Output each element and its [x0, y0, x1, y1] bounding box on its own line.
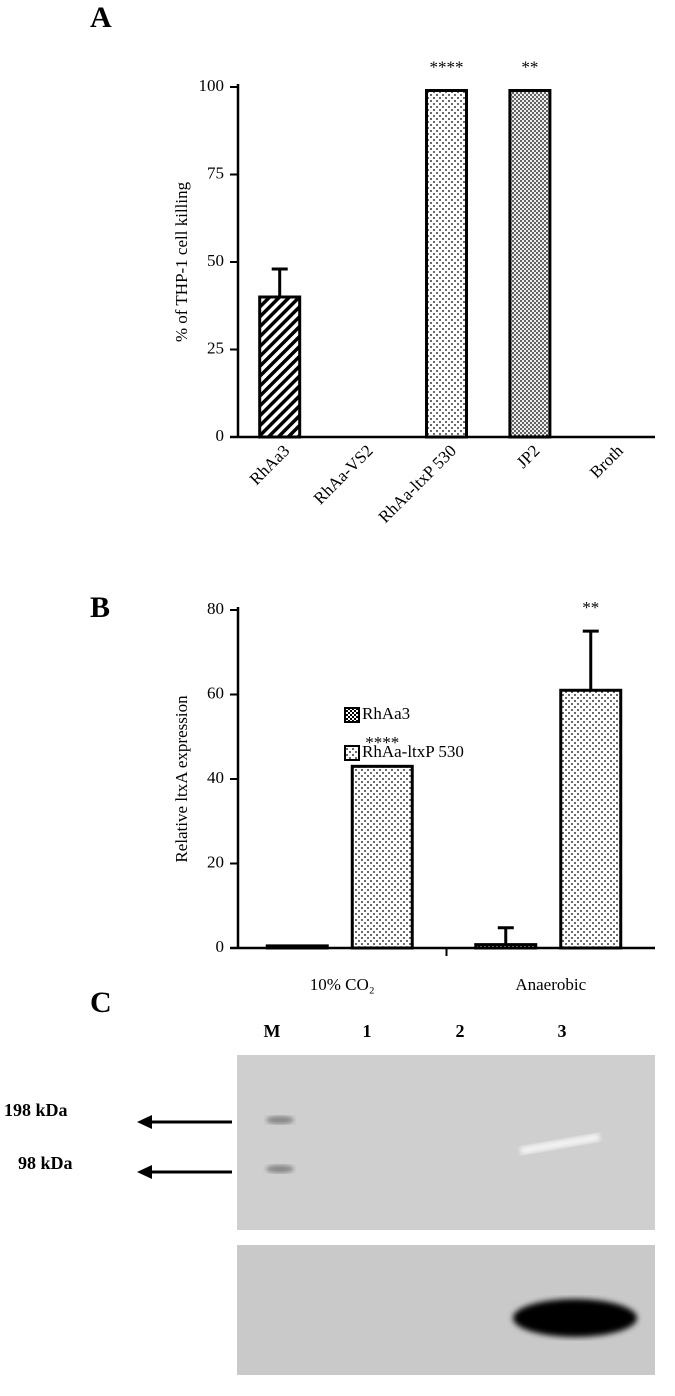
lane-label: 1 [363, 1021, 372, 1041]
marker-band [266, 1165, 294, 1173]
y-tick-label: 75 [207, 163, 224, 182]
x-tick-label: Broth [586, 441, 627, 482]
annotation: ** [521, 57, 538, 76]
band [519, 1133, 601, 1155]
panel-label: C [90, 986, 112, 1019]
y-tick-label: 60 [207, 683, 224, 702]
x-tick-label: RhAa-VS2 [310, 441, 377, 508]
y-tick-label: 50 [207, 251, 224, 270]
y-axis-label: Relative ltxA expression [172, 695, 191, 863]
lane-label: 2 [456, 1021, 465, 1041]
y-tick-label: 0 [216, 426, 225, 445]
annotation: **** [430, 57, 464, 76]
y-tick-label: 80 [207, 599, 224, 618]
arrow-head [137, 1165, 152, 1179]
legend-label: RhAa3 [362, 704, 410, 723]
bar [350, 764, 414, 950]
annotation: **** [365, 733, 399, 752]
x-tick-label: 10% CO₂ [310, 975, 375, 994]
band [513, 1299, 637, 1337]
y-tick-label: 40 [207, 768, 224, 787]
legend-label: RhAa-ltxP 530 [362, 742, 464, 761]
y-tick-label: 20 [207, 852, 224, 871]
bar [258, 295, 302, 439]
lane-label: 3 [558, 1021, 567, 1041]
panel-label: B [90, 591, 110, 624]
lane-label: M [264, 1021, 281, 1041]
bar [425, 89, 468, 439]
bar [265, 944, 329, 950]
bar [559, 688, 623, 950]
x-tick-label: Anaerobic [515, 975, 586, 994]
gel-top [237, 1055, 655, 1230]
marker-label: 198 kDa [4, 1100, 68, 1120]
marker-band [266, 1116, 294, 1124]
arrow-head [137, 1115, 152, 1129]
y-tick-label: 100 [199, 76, 225, 95]
bar [474, 943, 538, 950]
bar [508, 89, 552, 439]
x-tick-label: JP2 [513, 441, 544, 472]
legend-swatch [344, 707, 360, 723]
x-tick-label: RhAa-ltxP 530 [375, 441, 460, 526]
y-tick-label: 0 [216, 937, 225, 956]
y-tick-label: 25 [207, 338, 224, 357]
legend-swatch [344, 745, 360, 761]
annotation: ** [582, 598, 599, 617]
marker-label: 98 kDa [18, 1153, 73, 1173]
panel-label: A [90, 1, 112, 34]
y-axis-label: % of THP-1 cell killing [172, 181, 191, 342]
x-tick-label: RhAa3 [246, 441, 293, 488]
